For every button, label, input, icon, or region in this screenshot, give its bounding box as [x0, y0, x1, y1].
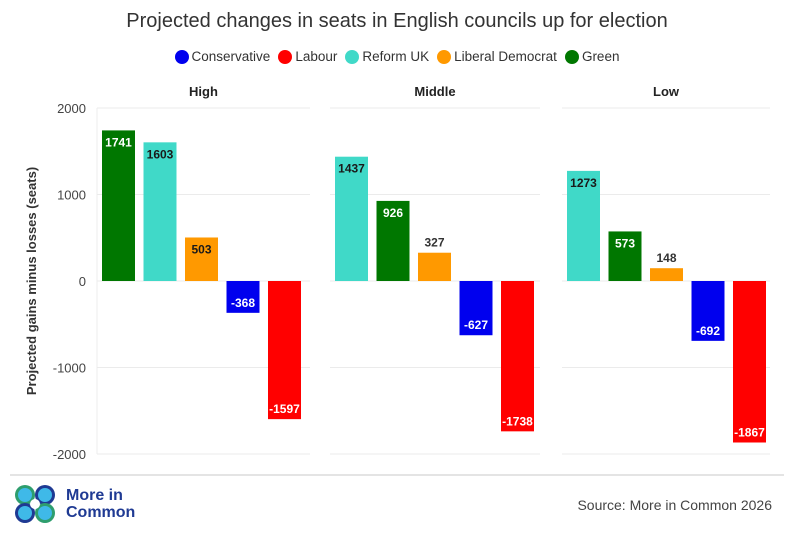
bar-label-labour: -1867	[734, 425, 765, 439]
bar-labour	[733, 281, 766, 443]
bar-green	[608, 231, 642, 281]
bar-label-reform-uk: 1603	[147, 147, 174, 161]
bar-labour	[268, 281, 301, 420]
bar-reform-uk	[143, 142, 177, 281]
bar-label-liberal-democrat: 148	[656, 251, 676, 265]
legend-label: Green	[581, 49, 620, 64]
legend-dot-icon	[174, 49, 189, 64]
legend-label: Conservative	[191, 49, 271, 64]
bar-label-green: 1741	[105, 135, 132, 149]
legend-dot-icon	[564, 49, 579, 64]
chart-title: Projected changes in seats in English co…	[126, 10, 668, 32]
legend-item-conservative: Conservative	[174, 49, 271, 64]
bar-green	[376, 200, 410, 281]
facet-title-middle: Middle	[414, 84, 455, 99]
logo-line2: Common	[66, 504, 136, 521]
bar-label-liberal-democrat: 327	[424, 236, 444, 250]
bar-labour	[501, 281, 534, 432]
logo-icon	[15, 485, 55, 523]
y-tick-label: 2000	[57, 101, 86, 116]
logo-text: More in Common	[66, 487, 135, 521]
bar-label-liberal-democrat: 503	[191, 242, 211, 256]
source-note: Source: More in Common 2026	[577, 497, 772, 513]
bar-liberal-democrat	[650, 268, 683, 281]
footer-divider	[10, 474, 784, 476]
legend-item-liberal-democrat: Liberal Democrat	[437, 49, 557, 64]
more-in-common-logo: More in Common	[14, 485, 135, 523]
legend-item-green: Green	[564, 49, 620, 64]
legend-dot-icon	[437, 49, 452, 64]
bar-label-green: 573	[615, 236, 635, 250]
legend-dot-icon	[345, 49, 360, 64]
bar-conservative	[459, 281, 493, 336]
y-tick-label: -1000	[53, 361, 86, 376]
bar-label-conservative: -368	[231, 296, 255, 310]
bar-conservative	[691, 281, 725, 341]
bar-label-reform-uk: 1273	[570, 176, 597, 190]
bar-reform-uk	[567, 170, 600, 281]
bar-label-labour: -1738	[502, 414, 533, 428]
legend: Conservative Labour Reform UK Liberal De…	[0, 49, 794, 64]
y-tick-label: -2000	[53, 447, 86, 462]
bar-reform-uk	[335, 156, 368, 281]
bar-label-reform-uk: 1437	[338, 162, 365, 176]
facet-title-high: High	[189, 84, 218, 99]
logo-line1: More in	[66, 487, 123, 504]
bar-label-conservative: -627	[464, 318, 488, 332]
legend-dot-icon	[278, 49, 293, 64]
bar-label-conservative: -692	[696, 324, 720, 338]
bar-label-green: 926	[383, 206, 403, 220]
legend-item-reform-uk: Reform UK	[345, 49, 429, 64]
bar-green	[102, 130, 135, 281]
y-axis-label: Projected gains minus losses (seats)	[24, 167, 39, 395]
y-tick-label: 0	[79, 274, 86, 289]
y-tick-label: 1000	[57, 188, 86, 203]
bar-label-labour: -1597	[269, 402, 300, 416]
legend-label: Reform UK	[362, 49, 430, 64]
bar-conservative	[226, 281, 260, 313]
legend-item-labour: Labour	[278, 49, 337, 64]
legend-label: Liberal Democrat	[454, 49, 557, 64]
facet-title-low: Low	[653, 84, 680, 99]
bar-liberal-democrat	[185, 237, 218, 281]
legend-label: Labour	[295, 49, 338, 64]
bar-liberal-democrat	[418, 252, 451, 281]
